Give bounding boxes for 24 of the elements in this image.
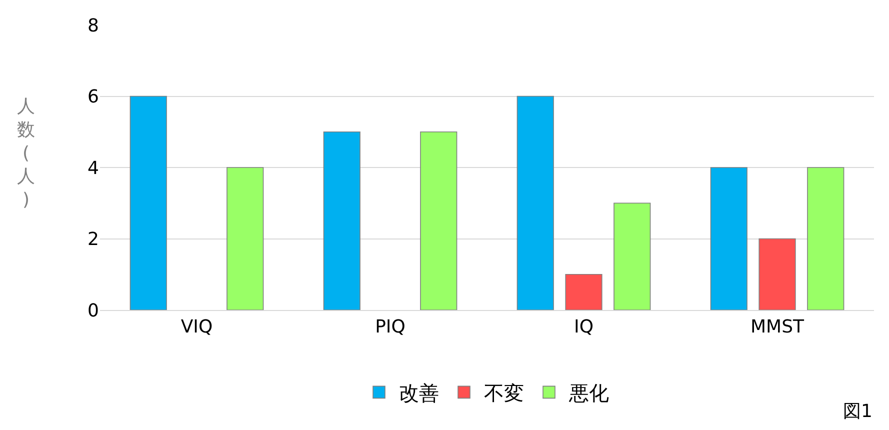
bar — [323, 131, 360, 310]
y-tick-label: 0 — [88, 300, 99, 322]
y-tick-label: 4 — [88, 158, 99, 179]
bar — [758, 238, 796, 310]
bar — [807, 167, 844, 310]
bar — [420, 131, 458, 310]
x-tick-label: PIQ — [375, 316, 406, 338]
legend-label: 改善 — [399, 381, 439, 405]
y-tick-label: 6 — [88, 86, 99, 108]
bar — [710, 167, 748, 310]
bar — [565, 274, 602, 310]
bar — [226, 167, 264, 310]
x-tick-label: MMST — [750, 316, 805, 338]
y-tick-label: 8 — [88, 15, 99, 36]
y-tick-label: 2 — [88, 229, 99, 250]
caption: 図1 — [843, 401, 872, 422]
bar — [516, 96, 554, 310]
bar — [130, 96, 167, 310]
bar — [614, 202, 651, 310]
y-axis-title: 人数(人) — [17, 96, 35, 211]
x-tick-label: VIQ — [180, 316, 213, 338]
x-tick-label: IQ — [574, 316, 594, 338]
legend-label: 不変 — [484, 381, 524, 405]
legend-label: 悪化 — [568, 381, 609, 405]
